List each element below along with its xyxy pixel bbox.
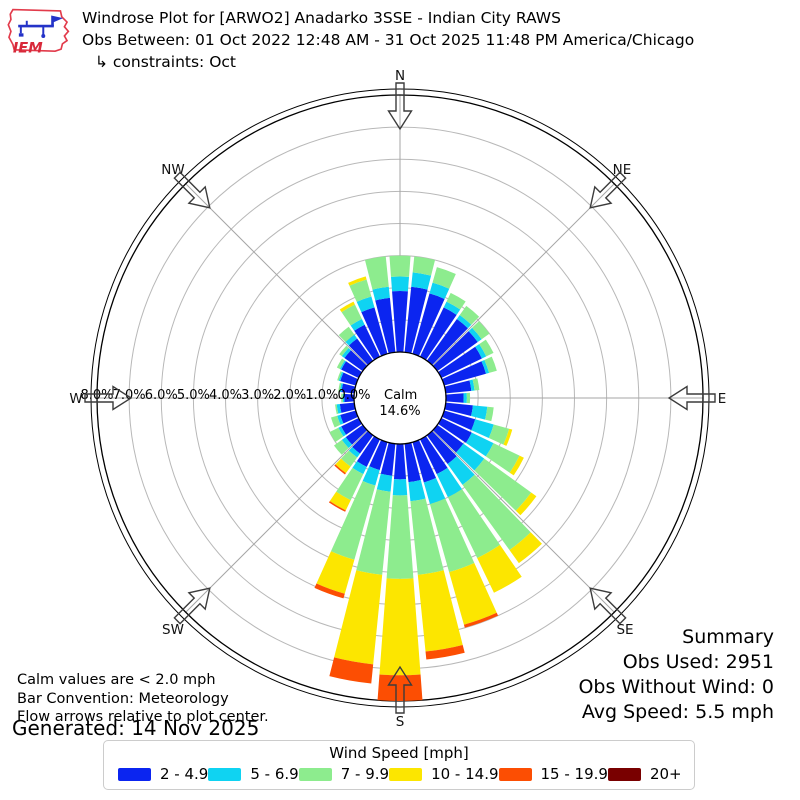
iowa-outline-icon	[7, 8, 70, 52]
bar-convention-note: Bar Convention: Meteorology	[17, 690, 229, 707]
radial-axis-labels: 8.0% 7.0% 6.0% 5.0% 4.0% 3.0% 2.0% 1.0% 0.0% Calm…	[80, 388, 420, 419]
legend-item: 15 - 19.9	[498, 765, 608, 783]
svg-text:E: E	[718, 391, 727, 407]
legend-items: 2 - 4.9 5 - 6.9 7 - 9.9 10 - 14.9 15 - 19.9 2…	[118, 765, 682, 783]
svg-text:NE: NE	[613, 162, 632, 178]
calm-value: 14.6%	[379, 404, 420, 419]
legend-item: 2 - 4.9	[118, 765, 208, 783]
legend-label: 15 - 19.9	[540, 765, 608, 783]
svg-text:6.0%: 6.0%	[145, 388, 178, 403]
legend-label: 5 - 6.9	[250, 765, 299, 783]
anemometer-icon	[18, 15, 64, 38]
legend-label: 2 - 4.9	[160, 765, 209, 783]
legend-swatch-icon	[118, 767, 151, 781]
svg-text:N: N	[395, 68, 405, 84]
wind-direction-bars	[314, 255, 542, 702]
legend-item: 10 - 14.9	[389, 765, 499, 783]
flow-arrows	[84, 82, 716, 714]
legend-item: 5 - 6.9	[208, 765, 299, 783]
summary-block: Summary Obs Used: 2951 Obs Without Wind:…	[578, 625, 774, 725]
legend-swatch-icon	[298, 767, 332, 781]
flow-arrow-note: Flow arrows relative to plot center.	[17, 709, 269, 725]
generated-date: Generated: 14 Nov 2025	[12, 716, 260, 740]
compass-labels: N NE E SE S SW W NW	[69, 68, 726, 730]
legend-swatch-icon	[607, 767, 641, 781]
footnotes: Calm values are < 2.0 mph Bar Convention…	[17, 671, 269, 727]
calm-label: Calm	[384, 388, 417, 403]
wind-speed-legend: Wind Speed [mph] 2 - 4.9 5 - 6.9 7 - 9.9 10…	[103, 740, 695, 790]
legend-label: 7 - 9.9	[340, 765, 390, 783]
calm-circle	[353, 351, 447, 445]
legend-label: 20+	[649, 765, 682, 783]
calm-note: Calm values are < 2.0 mph	[17, 672, 216, 688]
svg-text:1.0%: 1.0%	[305, 388, 338, 403]
svg-text:0.0%: 0.0%	[337, 388, 370, 403]
iem-logo-text: IEM	[13, 40, 43, 56]
svg-text:SW: SW	[162, 622, 184, 638]
iem-logo: IEM	[7, 8, 70, 56]
svg-text:5.0%: 5.0%	[177, 388, 210, 403]
svg-text:7.0%: 7.0%	[113, 388, 146, 403]
legend-swatch-icon	[498, 767, 532, 781]
svg-text:S: S	[396, 714, 405, 730]
legend-label: 10 - 14.9	[431, 765, 499, 783]
svg-text:NW: NW	[161, 162, 184, 178]
svg-text:8.0%: 8.0%	[80, 388, 113, 403]
svg-text:4.0%: 4.0%	[209, 388, 242, 403]
obs-range: Obs Between: 01 Oct 2022 12:48 AM - 31 O…	[82, 31, 695, 49]
legend-swatch-icon	[389, 767, 423, 781]
summary-obs-used: Obs Used: 2951	[622, 651, 774, 673]
legend-swatch-icon	[208, 767, 242, 781]
legend-title: Wind Speed [mph]	[329, 744, 469, 762]
summary-obs-without-wind: Obs Without Wind: 0	[578, 676, 774, 698]
svg-text:2.0%: 2.0%	[273, 388, 306, 403]
svg-text:W: W	[69, 391, 82, 407]
plot-title: Windrose Plot for [ARWO2] Anadarko 3SSE …	[82, 9, 561, 27]
svg-text:SE: SE	[616, 622, 633, 638]
summary-avg-speed: Avg Speed: 5.5 mph	[581, 701, 774, 723]
plot-header: Windrose Plot for [ARWO2] Anadarko 3SSE …	[82, 7, 694, 73]
legend-item: 20+	[607, 765, 682, 783]
summary-title: Summary	[682, 626, 774, 648]
svg-text:3.0%: 3.0%	[241, 388, 274, 403]
legend-item: 7 - 9.9	[298, 765, 390, 783]
constraints-note: ↳ constraints: Oct	[95, 53, 236, 71]
